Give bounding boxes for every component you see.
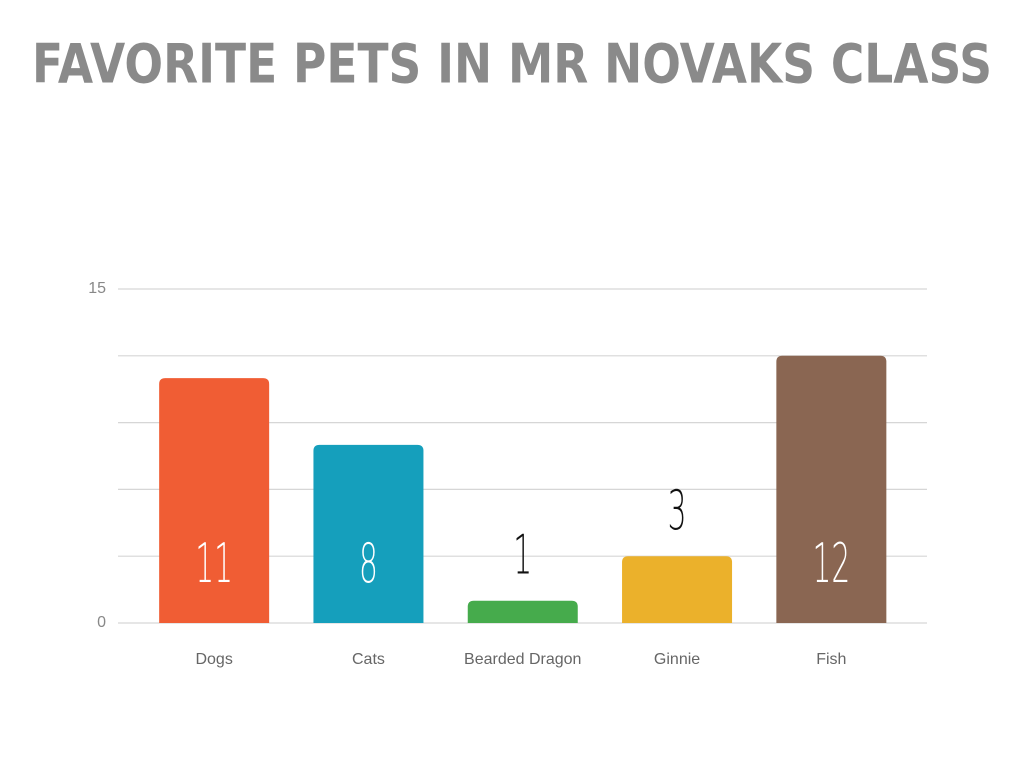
x-tick-label: Ginnie — [654, 651, 700, 668]
bar — [159, 378, 270, 623]
value-label: 1 — [513, 525, 532, 587]
value-label: 11 — [195, 534, 233, 596]
chart-title: FAVORITE PETS IN MR NOVAKS CLASS — [32, 33, 992, 96]
value-label: 3 — [668, 481, 687, 543]
y-tick-label: 0 — [97, 614, 106, 631]
bar — [622, 556, 733, 623]
value-label: 8 — [359, 534, 378, 596]
y-tick-label: 15 — [88, 280, 106, 297]
bar — [313, 444, 424, 623]
x-tick-label: Bearded Dragon — [464, 651, 581, 668]
x-tick-label: Fish — [816, 651, 846, 668]
bar — [467, 600, 578, 623]
x-tick-label: Cats — [352, 651, 385, 668]
x-tick-label: Dogs — [195, 651, 232, 668]
bar — [776, 355, 887, 623]
value-label: 12 — [812, 534, 850, 596]
